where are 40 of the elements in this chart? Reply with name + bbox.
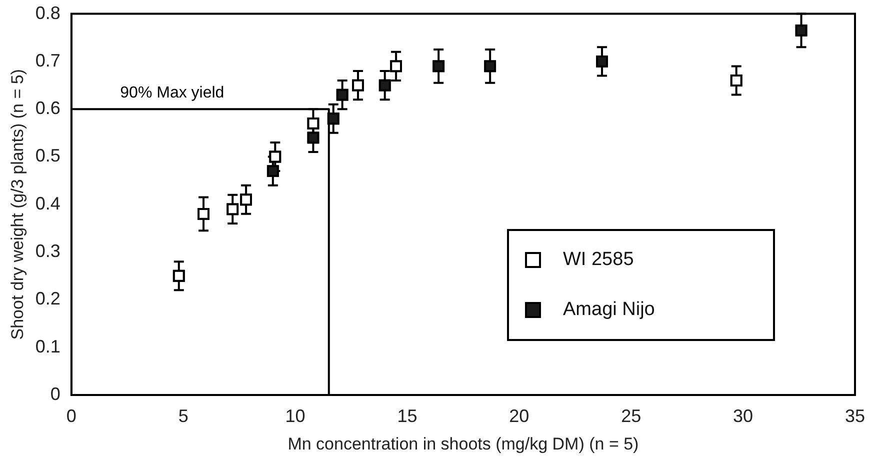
point (432, 60, 445, 72)
point (795, 24, 808, 36)
x-tick-label: 30 (733, 406, 754, 426)
x-axis-title: Mn concentration in shoots (mg/kg DM) (n = 5) (288, 434, 639, 454)
point (336, 88, 348, 101)
point (307, 117, 320, 130)
y-tick-label: 0.2 (35, 288, 60, 309)
point (240, 194, 252, 206)
y-axis-title: Shoot dry weight (g/3 plants) (n = 5) (8, 69, 27, 340)
y-tick-label: 0.8 (35, 2, 60, 23)
point (596, 56, 608, 68)
point (198, 208, 210, 220)
legend-label: Amagi Nijo (563, 299, 655, 321)
legend-label: WI 2585 (563, 249, 634, 271)
y-tick-label: 0.4 (35, 193, 60, 214)
y-tick-label: 0 (50, 384, 60, 404)
x-tick-label: 5 (178, 406, 188, 426)
point (390, 60, 402, 72)
point (484, 60, 496, 72)
y-tick-label: 0.3 (35, 241, 60, 262)
x-tick-label: 10 (285, 406, 306, 426)
annotation: 90% Max yield (120, 84, 224, 102)
point (307, 132, 320, 144)
y-tick-label: 0.1 (35, 336, 60, 356)
y-tick-label: 0.7 (35, 50, 60, 70)
point (327, 112, 340, 125)
point (269, 150, 282, 163)
x-tick-label: 15 (397, 406, 418, 426)
point (266, 165, 279, 177)
x-tick-label: 35 (844, 406, 866, 426)
point (172, 270, 185, 282)
point (352, 79, 364, 92)
x-tick-label: 25 (621, 406, 642, 426)
point (226, 203, 239, 216)
y-tick-label: 0.6 (35, 98, 60, 118)
x-tick-label: 0 (66, 406, 76, 426)
point (378, 79, 391, 92)
x-tick-label: 20 (509, 406, 530, 426)
y-tick-label: 0.5 (35, 146, 60, 166)
point (730, 74, 742, 86)
